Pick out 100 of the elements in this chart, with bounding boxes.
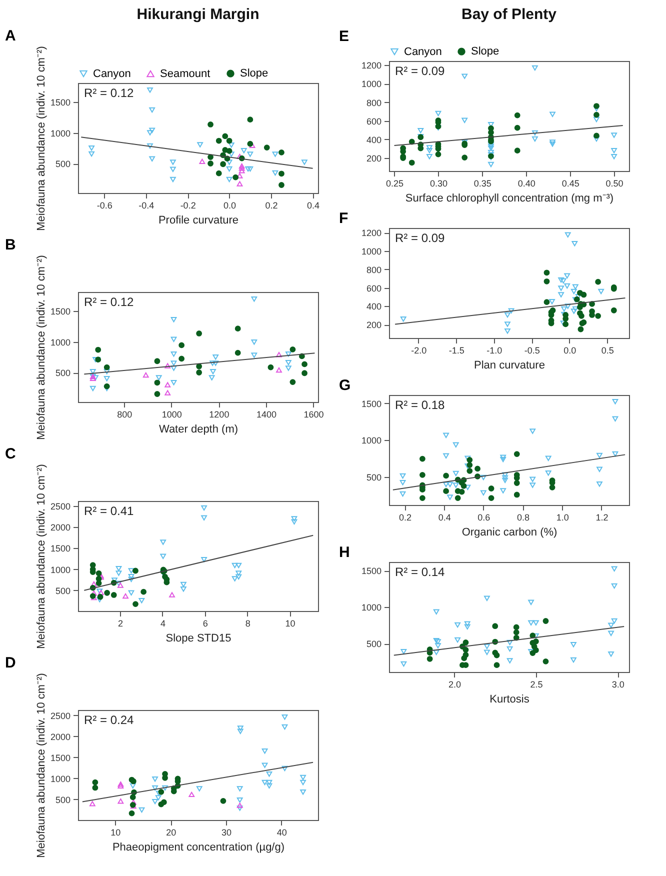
y-tick-label: 500 (55, 586, 70, 596)
x-tick-label: -0.2 (180, 200, 196, 210)
chart-title: Hikurangi Margin (136, 6, 260, 23)
x-tick-label: 0.35 (474, 178, 492, 188)
y-tick-label: 1500 (50, 544, 70, 554)
chart-title: B (4, 236, 16, 254)
y-tick-label: 500 (366, 472, 382, 482)
y-tick-label: 500 (55, 159, 70, 170)
x-tick-label: -2.0 (411, 346, 427, 356)
y-tick-label: 1500 (50, 752, 70, 763)
x-axis-title: Water depth (m) (158, 424, 238, 436)
chart-title: C (4, 446, 16, 463)
x-tick-label: 0.50 (606, 178, 624, 188)
y-tick-label: 200 (366, 154, 382, 164)
x-tick-label: 30 (221, 828, 232, 838)
chart-title: Bay of Plenty (461, 6, 558, 23)
x-tick-label: -1.0 (486, 346, 502, 356)
x-axis-title: Phaeopigment concentration (µg/g) (112, 842, 285, 854)
y-tick-label: 1500 (50, 98, 70, 108)
x-tick-label: 0.5 (601, 346, 614, 356)
annotation: R² = 0.14 (395, 565, 446, 579)
x-tick-label: -1.5 (448, 346, 464, 356)
chart-title: H (338, 544, 350, 561)
legend-label: Seamount (160, 68, 210, 80)
annotation: R² = 0.12 (84, 295, 134, 309)
x-tick-label: 1.2 (596, 512, 608, 522)
x-tick-label: 20 (166, 828, 176, 838)
legend-label: Canyon (404, 46, 442, 58)
x-tick-label: 0.8 (517, 512, 530, 522)
y-tick-label: 600 (366, 116, 382, 126)
x-tick-label: 6 (202, 618, 208, 628)
y-tick-label: 400 (366, 302, 382, 312)
x-tick-label: 0.40 (518, 178, 536, 188)
x-tick-label: 0.4 (307, 200, 320, 210)
y-tick-label: 400 (366, 134, 382, 145)
chart-subtitle: A (4, 28, 16, 45)
y-tick-label: 800 (366, 98, 382, 108)
y-tick-label: 1200 (361, 228, 382, 238)
x-tick-label: 0.0 (224, 200, 236, 210)
chart-subtitle: E (338, 28, 349, 45)
x-axis-title: Profile curvature (158, 214, 239, 226)
y-tick-label: 1000 (361, 436, 382, 446)
x-tick-label: 800 (117, 410, 132, 420)
y-tick-label: 2000 (50, 732, 70, 742)
y-tick-label: 2500 (50, 710, 70, 721)
y-tick-label: 1000 (50, 774, 70, 784)
x-tick-label: 0.30 (430, 178, 448, 188)
y-tick-label: 2500 (50, 502, 70, 512)
y-axis-title: Meiofauna abundance (indiv. 10 cm⁻²) (35, 464, 48, 649)
annotation: R² = 0.12 (84, 86, 134, 100)
x-tick-label: -0.4 (138, 200, 154, 210)
y-tick-label: 600 (366, 283, 382, 294)
chart-title: G (338, 377, 351, 394)
x-axis-title: Plan curvature (474, 360, 545, 372)
x-axis-title: Slope STD15 (166, 632, 232, 644)
annotation: R² = 0.41 (84, 504, 134, 518)
x-tick-label: 0.0 (564, 346, 576, 356)
x-tick-label: 0.6 (478, 512, 490, 522)
y-tick-label: 1000 (361, 246, 382, 257)
y-tick-label: 200 (366, 320, 382, 330)
annotation: R² = 0.18 (395, 398, 446, 412)
y-tick-label: 1000 (50, 128, 70, 138)
chart-title: F (338, 210, 348, 227)
x-tick-label: 2 (118, 618, 124, 628)
y-tick-label: 1500 (361, 398, 382, 409)
legend-label: Canyon (93, 68, 131, 80)
y-tick-label: 1000 (361, 602, 382, 613)
x-tick-label: 10 (285, 618, 296, 628)
x-tick-label: 1.0 (556, 512, 569, 522)
x-tick-label: 2.0 (448, 680, 462, 690)
x-tick-label: 0.45 (562, 178, 580, 188)
legend-label: Slope (240, 68, 268, 80)
x-tick-label: 0.2 (265, 200, 278, 210)
y-tick-label: 1500 (50, 306, 70, 317)
x-tick-label: 1600 (304, 410, 324, 420)
y-tick-label: 1000 (361, 79, 382, 90)
x-tick-label: 40 (276, 828, 287, 838)
x-tick-label: 10 (110, 828, 121, 838)
x-tick-label: 1400 (256, 410, 276, 420)
annotation: R² = 0.09 (395, 231, 446, 245)
y-tick-label: 1000 (50, 337, 70, 348)
y-axis-title: Meiofauna abundance (indiv. 10 cm⁻²) (35, 255, 48, 440)
x-tick-label: -0.6 (96, 200, 112, 210)
y-tick-label: 500 (366, 639, 382, 650)
x-tick-label: 8 (245, 618, 250, 628)
x-axis-title: Kurtosis (490, 694, 530, 706)
y-axis-title: Meiofauna abundance (indiv. 10 cm⁻²) (35, 46, 48, 231)
y-tick-label: 2000 (50, 522, 70, 533)
x-tick-label: 0.4 (438, 512, 451, 522)
y-tick-label: 800 (366, 264, 382, 275)
legend-label: Slope (471, 46, 500, 58)
x-tick-label: 0.2 (398, 512, 412, 522)
y-tick-label: 500 (55, 794, 70, 805)
x-tick-label: 1200 (209, 410, 230, 420)
x-axis-title: Organic carbon (%) (462, 526, 558, 538)
chart-title: D (4, 654, 16, 672)
annotation: R² = 0.24 (84, 713, 134, 727)
x-tick-label: -0.5 (524, 346, 540, 356)
y-tick-label: 1200 (361, 60, 382, 71)
x-tick-label: 3.0 (612, 680, 624, 690)
